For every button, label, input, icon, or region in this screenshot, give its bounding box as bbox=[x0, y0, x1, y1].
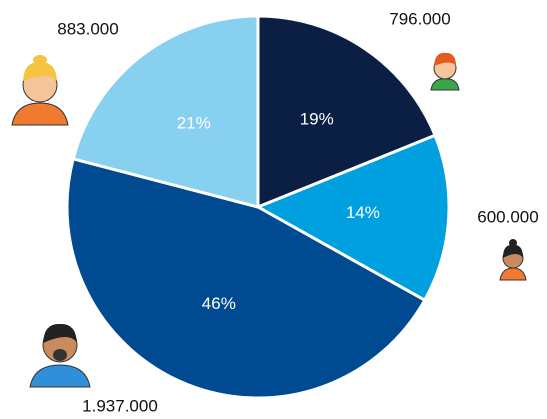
slice bbox=[254, 133, 451, 303]
avatar-3 bbox=[29, 323, 91, 388]
slice bbox=[256, 14, 438, 210]
slice-label: 14% bbox=[346, 203, 380, 222]
slice-label: 46% bbox=[202, 294, 236, 313]
slice bbox=[65, 157, 427, 400]
slice-label: 19% bbox=[300, 109, 334, 128]
avatar-4 bbox=[11, 55, 69, 126]
avatar-1 bbox=[430, 52, 460, 91]
value-label: 600.000 bbox=[477, 207, 538, 226]
slice-label: 21% bbox=[177, 113, 211, 132]
value-label: 883.000 bbox=[57, 19, 118, 38]
avatar-2 bbox=[499, 239, 527, 281]
slices bbox=[65, 14, 451, 400]
value-label: 1.937.000 bbox=[82, 396, 158, 415]
value-label: 796.000 bbox=[389, 9, 450, 28]
slice bbox=[71, 14, 260, 209]
